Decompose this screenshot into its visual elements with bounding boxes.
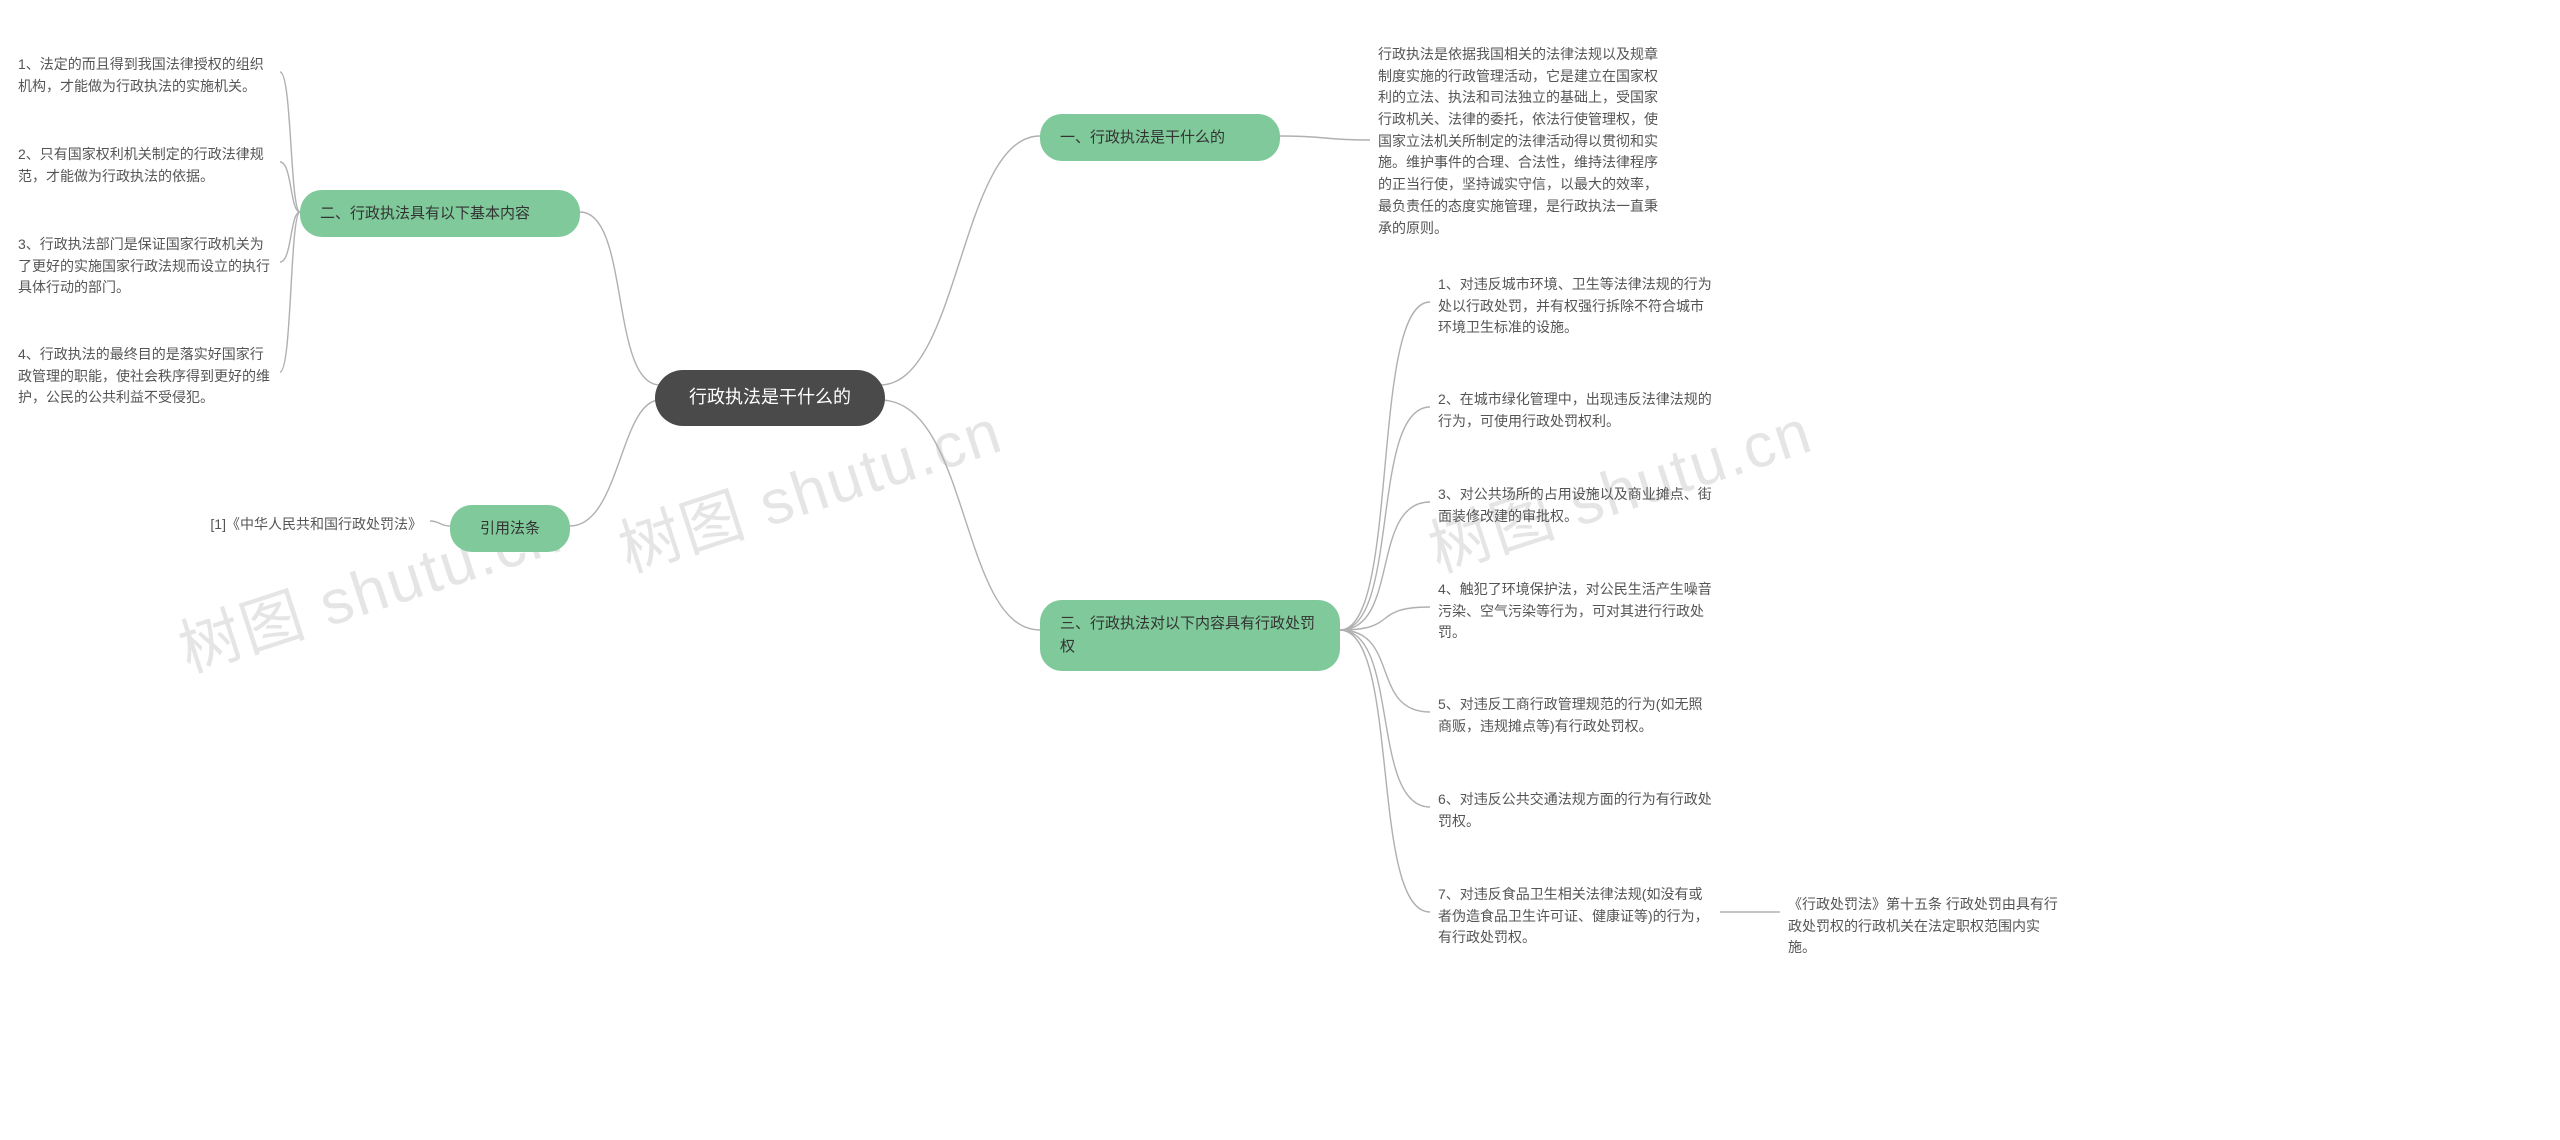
branch-1-leaf-1: 行政执法是依据我国相关的法律法规以及规章制度实施的行政管理活动，它是建立在国家权… [1370,40,1670,243]
branch-2-leaf-3: 3、行政执法部门是保证国家行政机关为了更好的实施国家行政法规而设立的执行具体行动… [10,230,280,303]
branch-4-leaf-1: [1]《中华人民共和国行政处罚法》 [190,510,430,540]
mindmap-center[interactable]: 行政执法是干什么的 [655,370,885,426]
branch-3[interactable]: 三、行政执法对以下内容具有行政处罚权 [1040,600,1340,671]
branch-2[interactable]: 二、行政执法具有以下基本内容 [300,190,580,237]
branch-3-leaf-7: 7、对违反食品卫生相关法律法规(如没有或者伪造食品卫生许可证、健康证等)的行为，… [1430,880,1720,953]
branch-1[interactable]: 一、行政执法是干什么的 [1040,114,1280,161]
branch-2-leaf-4: 4、行政执法的最终目的是落实好国家行政管理的职能，使社会秩序得到更好的维护，公民… [10,340,280,413]
branch-3-leaf-4: 4、触犯了环境保护法，对公民生活产生噪音污染、空气污染等行为，可对其进行行政处罚… [1430,575,1720,648]
branch-3-leaf-3: 3、对公共场所的占用设施以及商业摊点、街面装修改建的审批权。 [1430,480,1720,531]
branch-2-leaf-2: 2、只有国家权利机关制定的行政法律规范，才能做为行政执法的依据。 [10,140,280,191]
branch-4[interactable]: 引用法条 [450,505,570,552]
branch-3-leaf-6: 6、对违反公共交通法规方面的行为有行政处罚权。 [1430,785,1720,836]
branch-3-leaf-7-sub: 《行政处罚法》第十五条 行政处罚由具有行政处罚权的行政机关在法定职权范围内实施。 [1780,890,2070,963]
branch-3-leaf-1: 1、对违反城市环境、卫生等法律法规的行为处以行政处罚，并有权强行拆除不符合城市环… [1430,270,1720,343]
branch-2-leaf-1: 1、法定的而且得到我国法律授权的组织机构，才能做为行政执法的实施机关。 [10,50,280,101]
connector-layer [0,0,2560,1140]
branch-3-leaf-5: 5、对违反工商行政管理规范的行为(如无照商贩，违规摊点等)有行政处罚权。 [1430,690,1720,741]
branch-3-leaf-2: 2、在城市绿化管理中，出现违反法律法规的行为，可使用行政处罚权利。 [1430,385,1720,436]
